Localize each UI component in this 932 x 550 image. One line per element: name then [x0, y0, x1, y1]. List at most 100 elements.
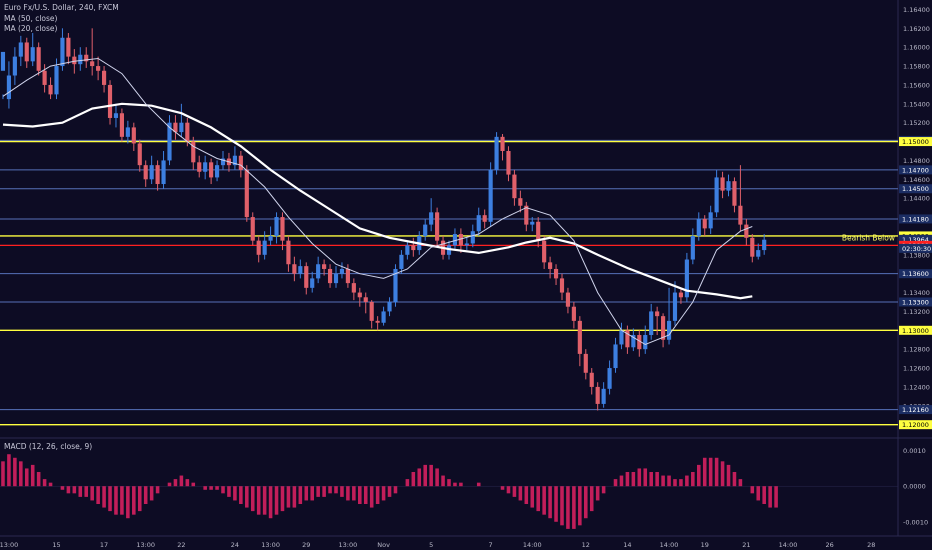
candle-body [613, 344, 618, 369]
candle-body [714, 177, 719, 213]
candle-body [649, 311, 654, 336]
candle-body [0, 51, 6, 71]
candle-body [72, 56, 77, 65]
candle-body [637, 335, 642, 350]
y-tick-label: 1.15800 [903, 63, 930, 71]
candle-body [577, 320, 582, 354]
candle-body [411, 245, 416, 251]
candle-body [595, 386, 600, 404]
ma20-legend[interactable]: MA (20, close) [4, 24, 58, 33]
candle-body [506, 150, 511, 175]
candle-body [107, 84, 113, 118]
price-tags-layer: 1.150121.150001.147001.145001.141801.140… [899, 135, 932, 430]
candle-body [548, 262, 553, 269]
candle-body [149, 165, 154, 180]
candle-body [232, 155, 237, 166]
macd-legend[interactable]: MACD (12, 26, close, 9) [4, 442, 93, 451]
candle-body [559, 278, 565, 293]
price-tag-label: 1.15000 [902, 138, 929, 146]
candle-body [54, 66, 59, 95]
candle-body [113, 113, 119, 118]
candle-body [381, 311, 386, 323]
candle-body [542, 240, 547, 263]
candle-body [24, 42, 29, 62]
countdown-tag [899, 243, 932, 253]
candle-body [66, 37, 71, 57]
candle-body [6, 75, 12, 100]
x-tick-label: 26 [825, 541, 833, 549]
y-tick-label: 1.13200 [903, 308, 930, 316]
candle-body [607, 368, 612, 389]
price-tag-label: 1.13600 [902, 270, 929, 278]
x-tick-label: 17 [100, 541, 108, 549]
candle-body [464, 243, 469, 246]
candle-body [78, 54, 83, 65]
price-tag-1.12160 [899, 405, 932, 415]
candle-body [672, 292, 678, 321]
y-tick-label: 1.16400 [903, 6, 930, 14]
candle-body [488, 169, 493, 222]
candle-body [42, 70, 47, 85]
candle-body [369, 301, 374, 321]
candle-body [696, 218, 701, 236]
candle-body [470, 231, 475, 244]
y-tick-label: 1.14400 [903, 195, 930, 203]
price-tag-label: 1.13000 [902, 327, 929, 335]
candle-body [137, 143, 142, 166]
candle-body [322, 264, 327, 269]
candle-body [363, 297, 368, 302]
macd-tick-label: 0.0010 [903, 447, 926, 455]
candle-body [738, 205, 743, 225]
price-tag-label: 1.14700 [902, 166, 929, 174]
candle-body [262, 240, 267, 255]
candle-body [375, 320, 380, 323]
candle-body [661, 316, 666, 340]
price-tag-label: 1.12000 [902, 421, 929, 429]
candle-body [482, 215, 487, 222]
price-tag-label: 1.14500 [902, 185, 929, 193]
y-tick-label: 1.16200 [903, 25, 930, 33]
candle-body [756, 250, 761, 257]
x-tick-label: 28 [867, 541, 875, 549]
x-tick-label: Nov [377, 541, 390, 549]
candle-body [298, 266, 303, 274]
candle-body [387, 301, 392, 312]
x-tick-label: 21 [742, 541, 750, 549]
candle-body [423, 224, 428, 236]
candle-body [36, 47, 41, 71]
candle-body [30, 47, 35, 62]
candle-body [244, 169, 249, 218]
candle-body [625, 330, 630, 348]
y-tick-label: 1.12400 [903, 383, 930, 391]
candle-body [393, 268, 398, 302]
candle-body [744, 224, 749, 238]
candle-body [565, 292, 571, 307]
candle-body [708, 212, 713, 229]
candle-body [48, 84, 53, 95]
candle-body [405, 245, 410, 255]
candle-body [214, 165, 220, 178]
candle-body [750, 237, 755, 257]
candle-body [197, 162, 202, 172]
candle-body [310, 278, 315, 288]
candle-body [333, 273, 339, 284]
x-tick-label: 13:00 [136, 541, 155, 549]
x-tick-label: 14:00 [523, 541, 542, 549]
candle-body [125, 127, 130, 137]
candle-body [351, 283, 356, 293]
y-tick-label: 1.12800 [903, 346, 930, 354]
candle-body [524, 205, 529, 225]
x-tick-label: 5 [429, 541, 433, 549]
annotation-bearish-below: Bearish Below [842, 234, 895, 243]
candle-body [726, 181, 731, 191]
candle-body [250, 217, 255, 241]
price-tag-1.14180 [899, 214, 932, 224]
x-tick-label: 14:00 [779, 541, 798, 549]
grid-layer [0, 0, 932, 537]
candle-body [666, 320, 672, 340]
ma50-legend[interactable]: MA (50, close) [4, 14, 58, 23]
candle-body [720, 177, 725, 191]
candle-body [512, 174, 517, 199]
